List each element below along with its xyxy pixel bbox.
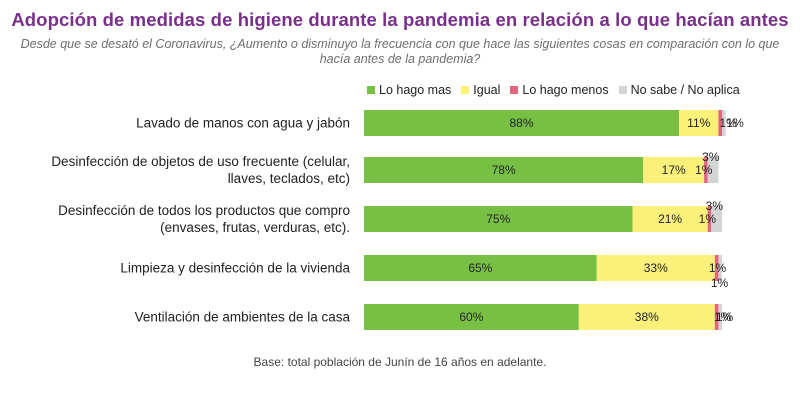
category-label: Desinfección de todos los productos que … <box>58 203 350 235</box>
legend-label-lo-hago-menos: Lo hago menos <box>522 83 609 97</box>
bar-segment-igual <box>596 255 715 281</box>
data-label: 75% <box>486 212 510 226</box>
legend-swatch-lo-hago-menos <box>510 86 519 94</box>
bar-segment-igual <box>578 304 715 330</box>
legend-label-igual: Igual <box>473 83 501 97</box>
bar-segment-lo-hago-menos <box>714 304 719 330</box>
bar-segment-igual <box>643 157 705 183</box>
data-label: 3% <box>706 199 724 213</box>
category-label: Limpieza y desinfección de la vivienda <box>120 261 350 276</box>
data-label: 33% <box>644 261 668 275</box>
chart-title: Adopción de medidas de higiene durante l… <box>11 9 789 30</box>
data-label: 65% <box>468 261 492 275</box>
bar-segment-lo-hago-mas <box>364 206 633 232</box>
legend-swatch-igual <box>461 86 470 94</box>
data-label: 3% <box>702 150 720 164</box>
bar-segment-lo-hago-menos <box>714 255 719 281</box>
legend-item-no-sabe: No sabe / No aplica <box>618 83 740 97</box>
legend-swatch-no-sabe <box>618 86 627 94</box>
data-label: 1% <box>699 212 717 226</box>
data-label: 1% <box>716 310 734 324</box>
data-label: 1% <box>711 276 729 290</box>
data-label: 11% <box>687 116 710 130</box>
data-label: 88% <box>510 116 534 130</box>
chart-legend: Lo hago mas Igual Lo hago menos No sabe … <box>367 82 750 98</box>
category-label: Ventilación de ambientes de la casa <box>135 310 351 325</box>
legend-item-lo-hago-mas: Lo hago mas <box>367 83 451 97</box>
category-label: Desinfección de objetos de uso frecuente… <box>51 154 350 186</box>
bar-segment-lo-hago-mas <box>364 110 680 136</box>
legend-label-no-sabe: No sabe / No aplica <box>630 83 740 97</box>
bar-segment-lo-hago-menos <box>707 206 712 232</box>
legend-label-lo-hago-mas: Lo hago mas <box>379 83 452 97</box>
data-label: 1% <box>714 310 732 324</box>
bar-segment-lo-hago-menos <box>704 157 708 183</box>
bar-segment-igual <box>679 110 719 136</box>
data-label: 21% <box>658 212 682 226</box>
data-label: 1% <box>719 116 737 130</box>
legend-item-lo-hago-menos: Lo hago menos <box>510 83 609 97</box>
bar-segment-no-sabe-no-aplica <box>707 157 719 183</box>
chart-footnote: Base: total población de Junín de 16 año… <box>253 355 547 369</box>
data-label: 17% <box>662 163 686 177</box>
bar-segment-no-sabe-no-aplica <box>718 255 722 281</box>
bar-segment-lo-hago-mas <box>364 157 644 183</box>
data-label: 1% <box>726 116 744 130</box>
legend-swatch-lo-hago-mas <box>367 86 375 94</box>
bar-segment-lo-hago-mas <box>364 304 579 330</box>
data-label: 1% <box>709 261 727 275</box>
data-label: 1% <box>695 163 713 177</box>
bar-segment-no-sabe-no-aplica <box>718 304 722 330</box>
bar-segment-igual <box>632 206 708 232</box>
bar-segment-lo-hago-menos <box>718 110 722 136</box>
category-label: Lavado de manos con agua y jabón <box>136 116 350 131</box>
bar-segment-no-sabe-no-aplica <box>711 206 722 232</box>
chart-subtitle: Desde que se desató el Coronavirus, ¿Aum… <box>20 37 780 66</box>
bar-segment-lo-hago-mas <box>364 255 597 281</box>
data-label: 60% <box>459 310 483 324</box>
data-label: 78% <box>492 163 516 177</box>
legend-item-igual: Igual <box>461 83 500 97</box>
data-label: 38% <box>635 310 659 324</box>
bar-segment-no-sabe-no-aplica <box>722 110 726 136</box>
